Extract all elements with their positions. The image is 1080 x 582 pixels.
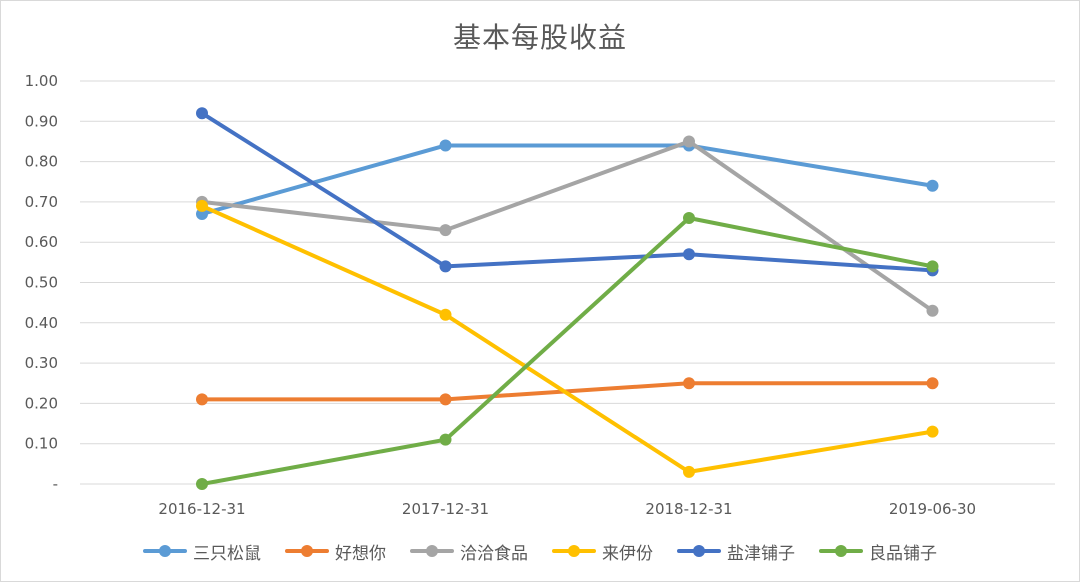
legend: 三只松鼠 好想你 洽洽食品 来伊份 盐津铺子 良品铺子 (0, 536, 1080, 566)
y-tick-label: 0.80 (25, 153, 58, 171)
data-point (439, 308, 452, 321)
x-tick-label: 2019-06-30 (889, 500, 976, 518)
y-tick-label: 0.90 (25, 112, 58, 130)
x-tick-label: 2016-12-31 (158, 500, 245, 518)
legend-item: 来伊份 (552, 539, 653, 564)
legend-item: 洽洽食品 (410, 539, 528, 564)
data-point (196, 107, 208, 120)
series-4 (196, 199, 939, 478)
legend-marker-icon (677, 545, 721, 557)
legend-label: 良品铺子 (869, 543, 937, 564)
y-tick-label: 0.30 (25, 354, 58, 372)
legend-marker-icon (819, 545, 863, 557)
legend-item: 三只松鼠 (143, 539, 261, 564)
data-point (683, 212, 695, 225)
legend-item: 盐津铺子 (677, 539, 795, 564)
y-tick-label: 0.20 (25, 394, 58, 412)
data-point (439, 139, 452, 152)
y-axis-ticks: - 0.10 0.20 0.30 0.40 0.50 0.60 0.70 0.80 0.90 1.0… (25, 72, 58, 493)
data-point (683, 377, 695, 390)
data-point (439, 433, 452, 446)
data-point (926, 260, 939, 273)
x-axis-ticks: 2016-12-31 2017-12-31 2018-12-31 2019-06-30 (158, 500, 976, 518)
chart-title: 基本每股收益 (452, 21, 627, 54)
series-5 (196, 107, 939, 277)
legend-marker-icon (285, 545, 329, 557)
x-tick-label: 2018-12-31 (645, 500, 732, 518)
legend-marker-icon (552, 545, 596, 557)
data-point (926, 179, 939, 192)
y-tick-label: 0.70 (25, 193, 58, 211)
y-tick-label: 1.00 (25, 72, 58, 90)
series-line (200, 216, 935, 486)
x-tick-label: 2017-12-31 (402, 500, 489, 518)
series-3 (196, 135, 939, 317)
series-lines (196, 107, 939, 490)
series-line (200, 139, 935, 313)
legend-marker-icon (143, 545, 187, 557)
legend-marker-icon (410, 545, 454, 557)
data-point (196, 199, 208, 212)
data-point (683, 248, 695, 261)
data-point (926, 304, 939, 317)
legend-item: 良品铺子 (819, 539, 937, 564)
y-tick-label: 0.50 (25, 274, 58, 292)
y-tick-label: - (53, 475, 58, 493)
data-point (196, 393, 208, 406)
data-point (926, 425, 939, 438)
y-tick-label: 0.10 (25, 435, 58, 453)
series-line (200, 143, 935, 216)
legend-label: 盐津铺子 (727, 543, 795, 564)
legend-label: 好想你 (335, 543, 386, 564)
data-point (683, 465, 695, 478)
grid-lines (80, 80, 1055, 485)
legend-label: 洽洽食品 (460, 543, 528, 564)
y-tick-label: 0.40 (25, 314, 58, 332)
legend-label: 三只松鼠 (193, 543, 261, 564)
series-6 (196, 212, 939, 490)
data-point (926, 377, 939, 390)
data-point (683, 135, 695, 148)
data-point (439, 260, 452, 273)
series-line (200, 111, 935, 273)
data-point (439, 393, 452, 406)
y-tick-label: 0.60 (25, 233, 58, 251)
legend-label: 来伊份 (602, 543, 653, 564)
data-point (196, 478, 208, 490)
data-point (439, 224, 452, 237)
series-line (200, 203, 935, 474)
legend-item: 好想你 (285, 539, 386, 564)
